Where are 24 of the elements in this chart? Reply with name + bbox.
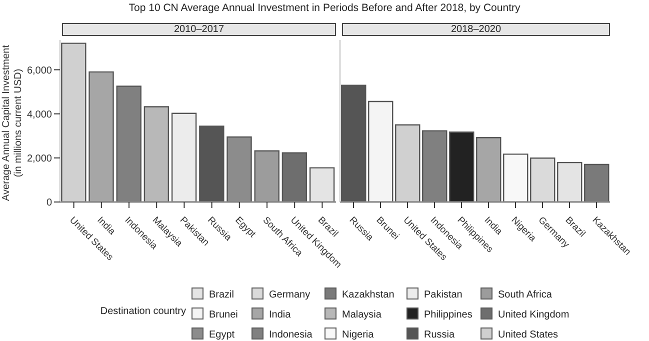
legend-label: United Kingdom — [498, 310, 570, 320]
legend-label: United States — [498, 330, 558, 340]
legend-label: Brunei — [209, 310, 238, 320]
y-tick-label: 2,000 — [26, 153, 52, 164]
y-axis-title: Average Annual Capital Investment (in millions current USD) — [1, 44, 24, 202]
legend-label: Indonesia — [269, 330, 313, 340]
legend-label: Russia — [424, 330, 456, 340]
chart-subtitle: 2018–2020 — [342, 23, 610, 36]
legend-label: Brazil — [209, 290, 234, 300]
chart-title: Top 10 CN Average Annual Investment in Periods Before and After 2018, by Country — [128, 2, 522, 14]
legend-label: Pakistan — [424, 290, 462, 300]
legend-label: India — [269, 310, 292, 320]
legend-label: Philippines — [424, 310, 472, 320]
y-tick-label: 0 — [46, 198, 52, 209]
legend-label: Germany — [269, 290, 310, 300]
chart-subtitle: 2010–2017 — [62, 23, 336, 36]
legend-label: Kazakhstan — [342, 290, 394, 300]
legend-label: South Africa — [498, 290, 552, 300]
legend-label: Egypt — [209, 330, 235, 340]
y-tick-label: 4,000 — [26, 109, 52, 120]
legend-title: Destination country — [100, 306, 186, 317]
legend-label: Nigeria — [342, 330, 374, 340]
legend-label: Malaysia — [342, 310, 382, 320]
y-tick-label: 6,000 — [26, 65, 52, 76]
